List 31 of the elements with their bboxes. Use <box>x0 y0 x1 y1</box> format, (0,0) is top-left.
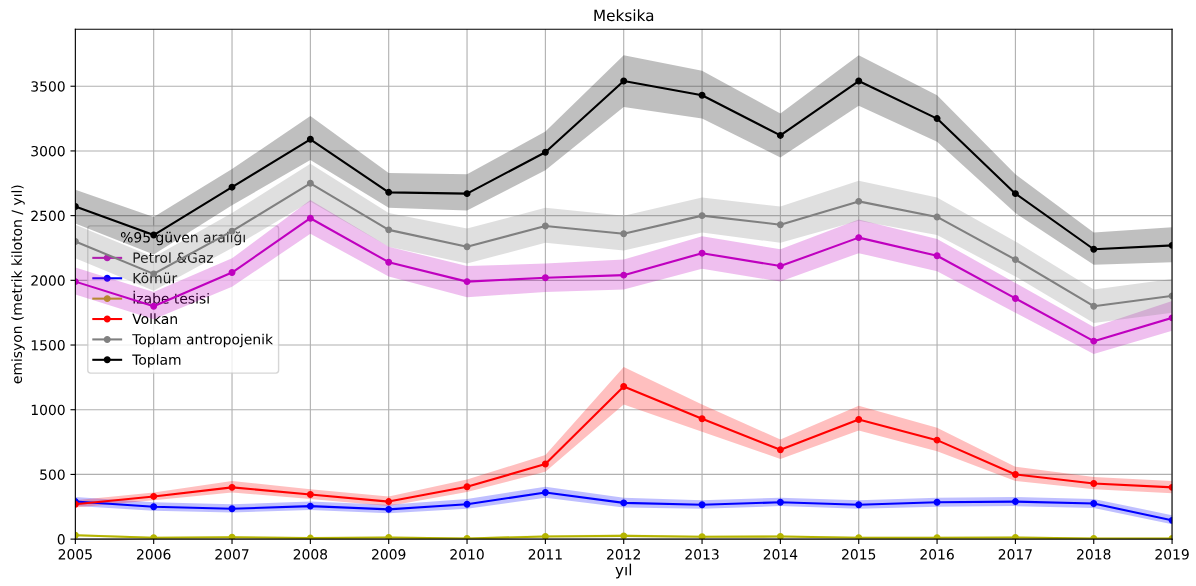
legend-label: Volkan <box>132 313 177 325</box>
x-tick-label: 2015 <box>842 549 876 560</box>
x-tick-label: 2013 <box>685 549 719 560</box>
x-tick-label: 2019 <box>1155 549 1189 560</box>
x-tick-label: 2017 <box>998 549 1032 560</box>
y-tick-label: 0 <box>57 534 65 545</box>
y-axis-title: emisyon (metrik kiloton / yıl) <box>11 185 25 384</box>
y-tick-label: 2500 <box>31 210 65 222</box>
y-tick-label: 3000 <box>31 145 65 157</box>
x-axis-title: yıl <box>615 563 632 579</box>
x-tick-label: 2005 <box>58 549 92 560</box>
x-tick-label: 2009 <box>372 549 406 560</box>
legend-label: Toplam antropojenik <box>132 333 274 348</box>
x-tick-label: 2012 <box>607 549 640 560</box>
x-tick-label: 2014 <box>763 549 798 560</box>
legend-label: Kömür <box>133 272 178 284</box>
x-tick-label: 2006 <box>137 549 171 560</box>
legend-title: %95 güven aralığı <box>120 231 245 246</box>
chart-title: Meksika <box>594 9 654 22</box>
y-tick-label: 1000 <box>31 404 65 416</box>
x-tick-label: 2011 <box>528 549 562 560</box>
y-tick-label: 1500 <box>31 339 65 351</box>
legend-label: Toplam <box>132 354 181 368</box>
x-tick-label: 2018 <box>1077 549 1111 560</box>
y-tick-label: 3500 <box>31 81 65 92</box>
y-tick-label: 2000 <box>31 275 65 286</box>
x-tick-label: 2010 <box>450 549 484 560</box>
x-tick-label: 2016 <box>920 549 954 560</box>
x-tick-label: 2007 <box>215 549 249 560</box>
y-tick-label: 500 <box>40 469 65 480</box>
x-tick-label: 2008 <box>293 549 328 560</box>
